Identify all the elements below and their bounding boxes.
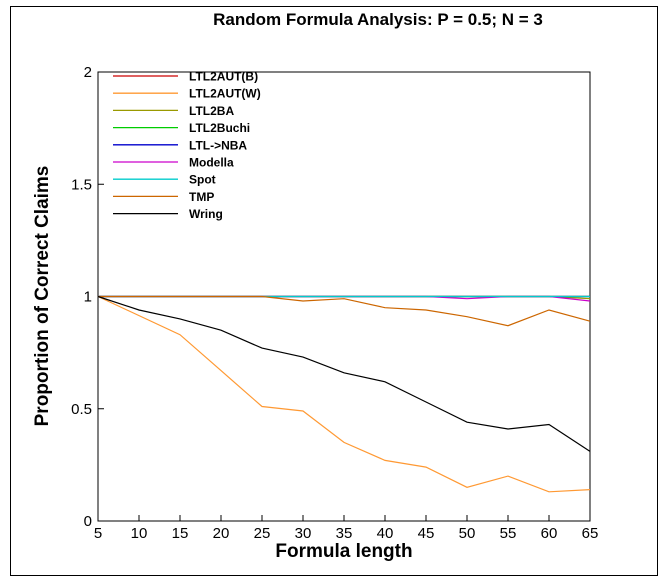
series-line-ltl2aut-w-	[97, 295, 591, 493]
legend: LTL2AUT(B) LTL2AUT(W) LTL2BA LTL2Buchi LTL->…	[113, 70, 261, 221]
series-layer	[97, 295, 591, 493]
x-tick-label: 10	[131, 525, 148, 542]
legend-label: Wring	[189, 207, 223, 221]
x-tick-label: 40	[377, 525, 394, 542]
chart-title: Random Formula Analysis: P = 0.5; N = 3	[213, 10, 543, 29]
y-axis: 0 0.5 1 1.5 2	[71, 64, 104, 530]
legend-label: Spot	[189, 173, 216, 187]
x-tick-label: 35	[336, 525, 353, 542]
x-axis: 5 10 15 20 25 30 35 40 45 50 55 60 65	[94, 515, 599, 542]
legend-label: TMP	[189, 190, 214, 204]
x-tick-label: 60	[541, 525, 558, 542]
series-line-wring	[97, 295, 591, 452]
y-tick-label: 0.5	[71, 401, 92, 418]
legend-label: LTL2AUT(B)	[189, 70, 258, 84]
x-tick-label: 65	[582, 525, 599, 542]
x-axis-title: Formula length	[275, 541, 412, 562]
x-tick-label: 30	[295, 525, 312, 542]
x-tick-label: 25	[254, 525, 271, 542]
x-tick-label: 45	[418, 525, 435, 542]
x-tick-label: 15	[172, 525, 189, 542]
x-tick-label: 5	[94, 525, 102, 542]
legend-label: LTL->NBA	[189, 138, 247, 152]
y-tick-label: 1.5	[71, 176, 92, 193]
x-tick-label: 20	[213, 525, 230, 542]
series-line-tmp	[98, 295, 591, 327]
y-tick-label: 2	[84, 64, 92, 81]
y-tick-label: 1	[84, 289, 92, 306]
legend-label: LTL2Buchi	[189, 121, 250, 135]
legend-label: Modella	[189, 156, 234, 170]
y-axis-title: Proportion of Correct Claims	[32, 166, 53, 427]
legend-label: LTL2BA	[189, 104, 234, 118]
x-tick-label: 55	[500, 525, 517, 542]
y-tick-label: 0	[84, 513, 92, 530]
chart-frame	[10, 6, 658, 576]
x-tick-label: 50	[459, 525, 476, 542]
legend-label: LTL2AUT(W)	[189, 87, 261, 101]
